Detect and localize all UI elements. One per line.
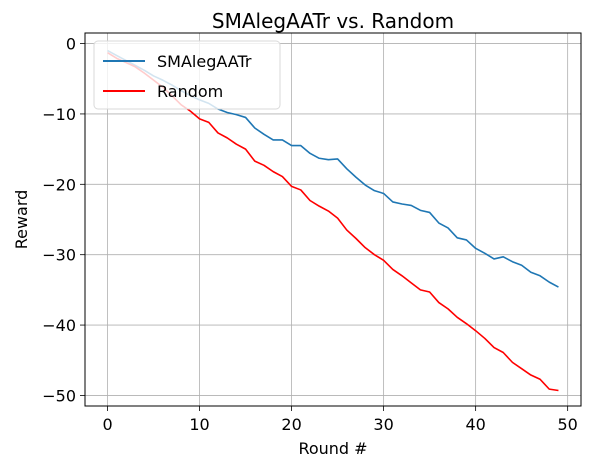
y-tick-label: −10: [42, 105, 76, 124]
x-axis-label: Round #: [298, 439, 367, 458]
y-axis-label: Reward: [12, 190, 31, 250]
x-tick-label: 50: [557, 415, 577, 434]
x-axis-ticks: 0 10 20 30 40 50: [102, 406, 578, 434]
y-axis-ticks: 0 −10 −20 −30 −40 −50: [42, 35, 85, 405]
y-tick-label: −20: [42, 175, 76, 194]
plot-frame: [84, 32, 582, 407]
chart-title: SMAlegAATr vs. Random: [212, 9, 454, 33]
legend-label-smalegaatr: SMAlegAATr: [157, 52, 252, 71]
y-tick-label: −50: [42, 386, 76, 405]
x-tick-label: 30: [373, 415, 393, 434]
legend: SMAlegAATr Random: [93, 40, 281, 110]
y-tick-label: 0: [66, 35, 76, 54]
y-tick-label: −40: [42, 316, 76, 335]
x-tick-label: 10: [189, 415, 209, 434]
x-tick-label: 40: [465, 415, 485, 434]
x-tick-label: 20: [281, 415, 301, 434]
x-tick-label: 0: [102, 415, 112, 434]
y-tick-label: −30: [42, 246, 76, 265]
legend-label-random: Random: [157, 82, 223, 101]
